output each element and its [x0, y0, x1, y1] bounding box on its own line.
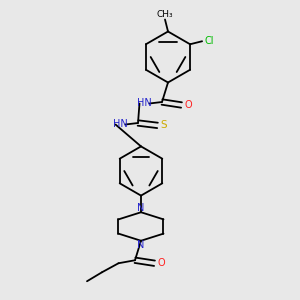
Text: CH₃: CH₃ — [157, 10, 173, 19]
Text: N: N — [137, 203, 145, 213]
Text: Cl: Cl — [205, 36, 214, 46]
Text: S: S — [161, 120, 167, 130]
Text: HN: HN — [112, 119, 128, 130]
Text: O: O — [157, 258, 165, 268]
Text: HN: HN — [136, 98, 152, 109]
Text: O: O — [184, 100, 192, 110]
Text: N: N — [137, 240, 145, 250]
